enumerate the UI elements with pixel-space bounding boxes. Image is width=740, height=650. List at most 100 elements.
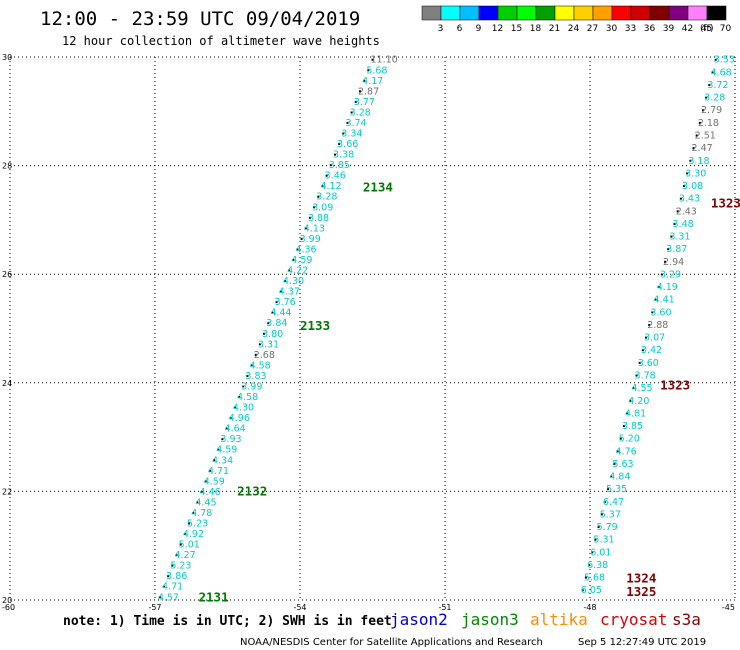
- track-point: [683, 185, 686, 188]
- track-point: [267, 322, 270, 325]
- wave-height-label: 3.28: [704, 93, 725, 104]
- legend-item-jason3: jason3: [461, 610, 519, 629]
- wave-height-label: 4.17: [362, 76, 383, 87]
- track-point: [171, 564, 174, 567]
- wave-height-label: 3.28: [316, 192, 337, 203]
- track-point: [338, 143, 341, 146]
- wave-height-label: 2.88: [647, 320, 668, 331]
- footer-note: note: 1) Time is in UTC; 2) SWH is in fe…: [63, 614, 392, 629]
- track-point: [629, 399, 632, 402]
- track-point: [179, 543, 182, 546]
- track-point: [367, 69, 370, 72]
- wave-height-label: 3.34: [341, 128, 362, 139]
- wave-height-label: 3.99: [241, 381, 262, 392]
- wave-height-label: 4.20: [628, 396, 649, 407]
- track-point: [591, 551, 594, 554]
- track-point: [603, 500, 606, 503]
- track-point: [686, 172, 689, 175]
- track-point: [350, 111, 353, 114]
- track-point: [619, 437, 622, 440]
- wave-height-label: 4.37: [279, 287, 300, 298]
- wave-height-label: 3.46: [325, 171, 346, 182]
- track-point: [313, 206, 316, 209]
- wave-height-label: 3.86: [166, 571, 187, 582]
- wave-height-label: 4.44: [270, 308, 291, 319]
- track-point: [657, 286, 660, 289]
- wave-height-label: 2.68: [254, 350, 275, 361]
- track-point: [158, 596, 161, 599]
- wave-height-label: 3.31: [258, 339, 279, 350]
- track-point: [607, 488, 610, 491]
- wave-height-label: 4.64: [225, 424, 246, 435]
- track-point: [175, 554, 178, 557]
- wave-height-label: 5.68: [366, 65, 387, 76]
- scale-swatch: [516, 5, 537, 21]
- wave-height-label: 6.01: [590, 547, 611, 558]
- y-tick-label: 24: [2, 379, 12, 388]
- track-point: [670, 235, 673, 238]
- track-point: [283, 280, 286, 283]
- wave-height-label: 3.09: [312, 202, 333, 213]
- wave-height-label: 3.31: [669, 232, 690, 243]
- track-point: [664, 260, 667, 263]
- track-point: [333, 153, 336, 156]
- pass-time-label: 2134: [363, 179, 393, 194]
- chart-subtitle: 12 hour collection of altimeter wave hei…: [62, 34, 380, 48]
- x-tick-label: -57: [148, 603, 161, 612]
- track-point: [208, 469, 211, 472]
- wave-height-label: 4.46: [200, 487, 221, 498]
- pass-time-label: 1323: [660, 378, 690, 393]
- wave-height-label: 6.38: [587, 560, 608, 571]
- y-tick-label: 30: [2, 53, 12, 62]
- track-point: [258, 343, 261, 346]
- wave-height-label: 5.01: [179, 540, 200, 551]
- scale-swatch: [497, 5, 518, 21]
- track-point: [648, 323, 651, 326]
- x-tick-label: -60: [2, 603, 15, 612]
- wave-height-label: 4.57: [158, 592, 179, 603]
- wave-height-label: 3.42: [641, 345, 662, 356]
- wave-height-label: 4.55: [631, 383, 652, 394]
- wave-height-label: 3.85: [622, 421, 643, 432]
- wave-height-label: 3.93: [220, 434, 241, 445]
- wave-height-label: 4.22: [287, 266, 308, 277]
- wave-height-label: 11.10: [371, 55, 398, 66]
- wave-height-label: 3.88: [308, 213, 329, 224]
- track-point: [317, 195, 320, 198]
- wave-height-label: 4.30: [233, 403, 254, 414]
- track-point: [610, 475, 613, 478]
- wave-height-label: 2.79: [701, 105, 722, 116]
- track-point: [588, 563, 591, 566]
- wave-height-label: 4.30: [283, 276, 304, 287]
- altimeter-tracks: 4.574.713.865.234.275.014.925.234.784.45…: [158, 55, 735, 604]
- track-point: [354, 100, 357, 103]
- track-point: [613, 462, 616, 465]
- wave-height-label: 3.84: [266, 318, 287, 329]
- track-point: [279, 290, 282, 293]
- track-point: [254, 353, 257, 356]
- legend-item-cryosat: cryosat: [600, 610, 667, 629]
- track-point: [705, 96, 708, 99]
- satellite-legend: jason2 jason3 altika cryosat s3a: [390, 610, 701, 629]
- track-point: [616, 450, 619, 453]
- wave-height-label: 4.58: [237, 392, 258, 403]
- track-point: [217, 448, 220, 451]
- wave-height-label: 5.63: [612, 459, 633, 470]
- scale-swatch: [459, 5, 480, 21]
- track-point: [600, 513, 603, 516]
- scale-swatch: [706, 5, 727, 21]
- wave-height-label: 3.78: [635, 370, 656, 381]
- track-point: [346, 121, 349, 124]
- wave-height-label: 3.53: [714, 55, 735, 66]
- wave-height-label: 3.28: [350, 107, 371, 118]
- track-point: [581, 589, 584, 592]
- track-point: [676, 210, 679, 213]
- scale-swatch: [478, 5, 499, 21]
- chart-title: 12:00 - 23:59 UTC 09/04/2019: [40, 8, 360, 30]
- track-point: [371, 58, 374, 61]
- track-point: [660, 273, 663, 276]
- track-point: [641, 349, 644, 352]
- track-point: [692, 147, 695, 150]
